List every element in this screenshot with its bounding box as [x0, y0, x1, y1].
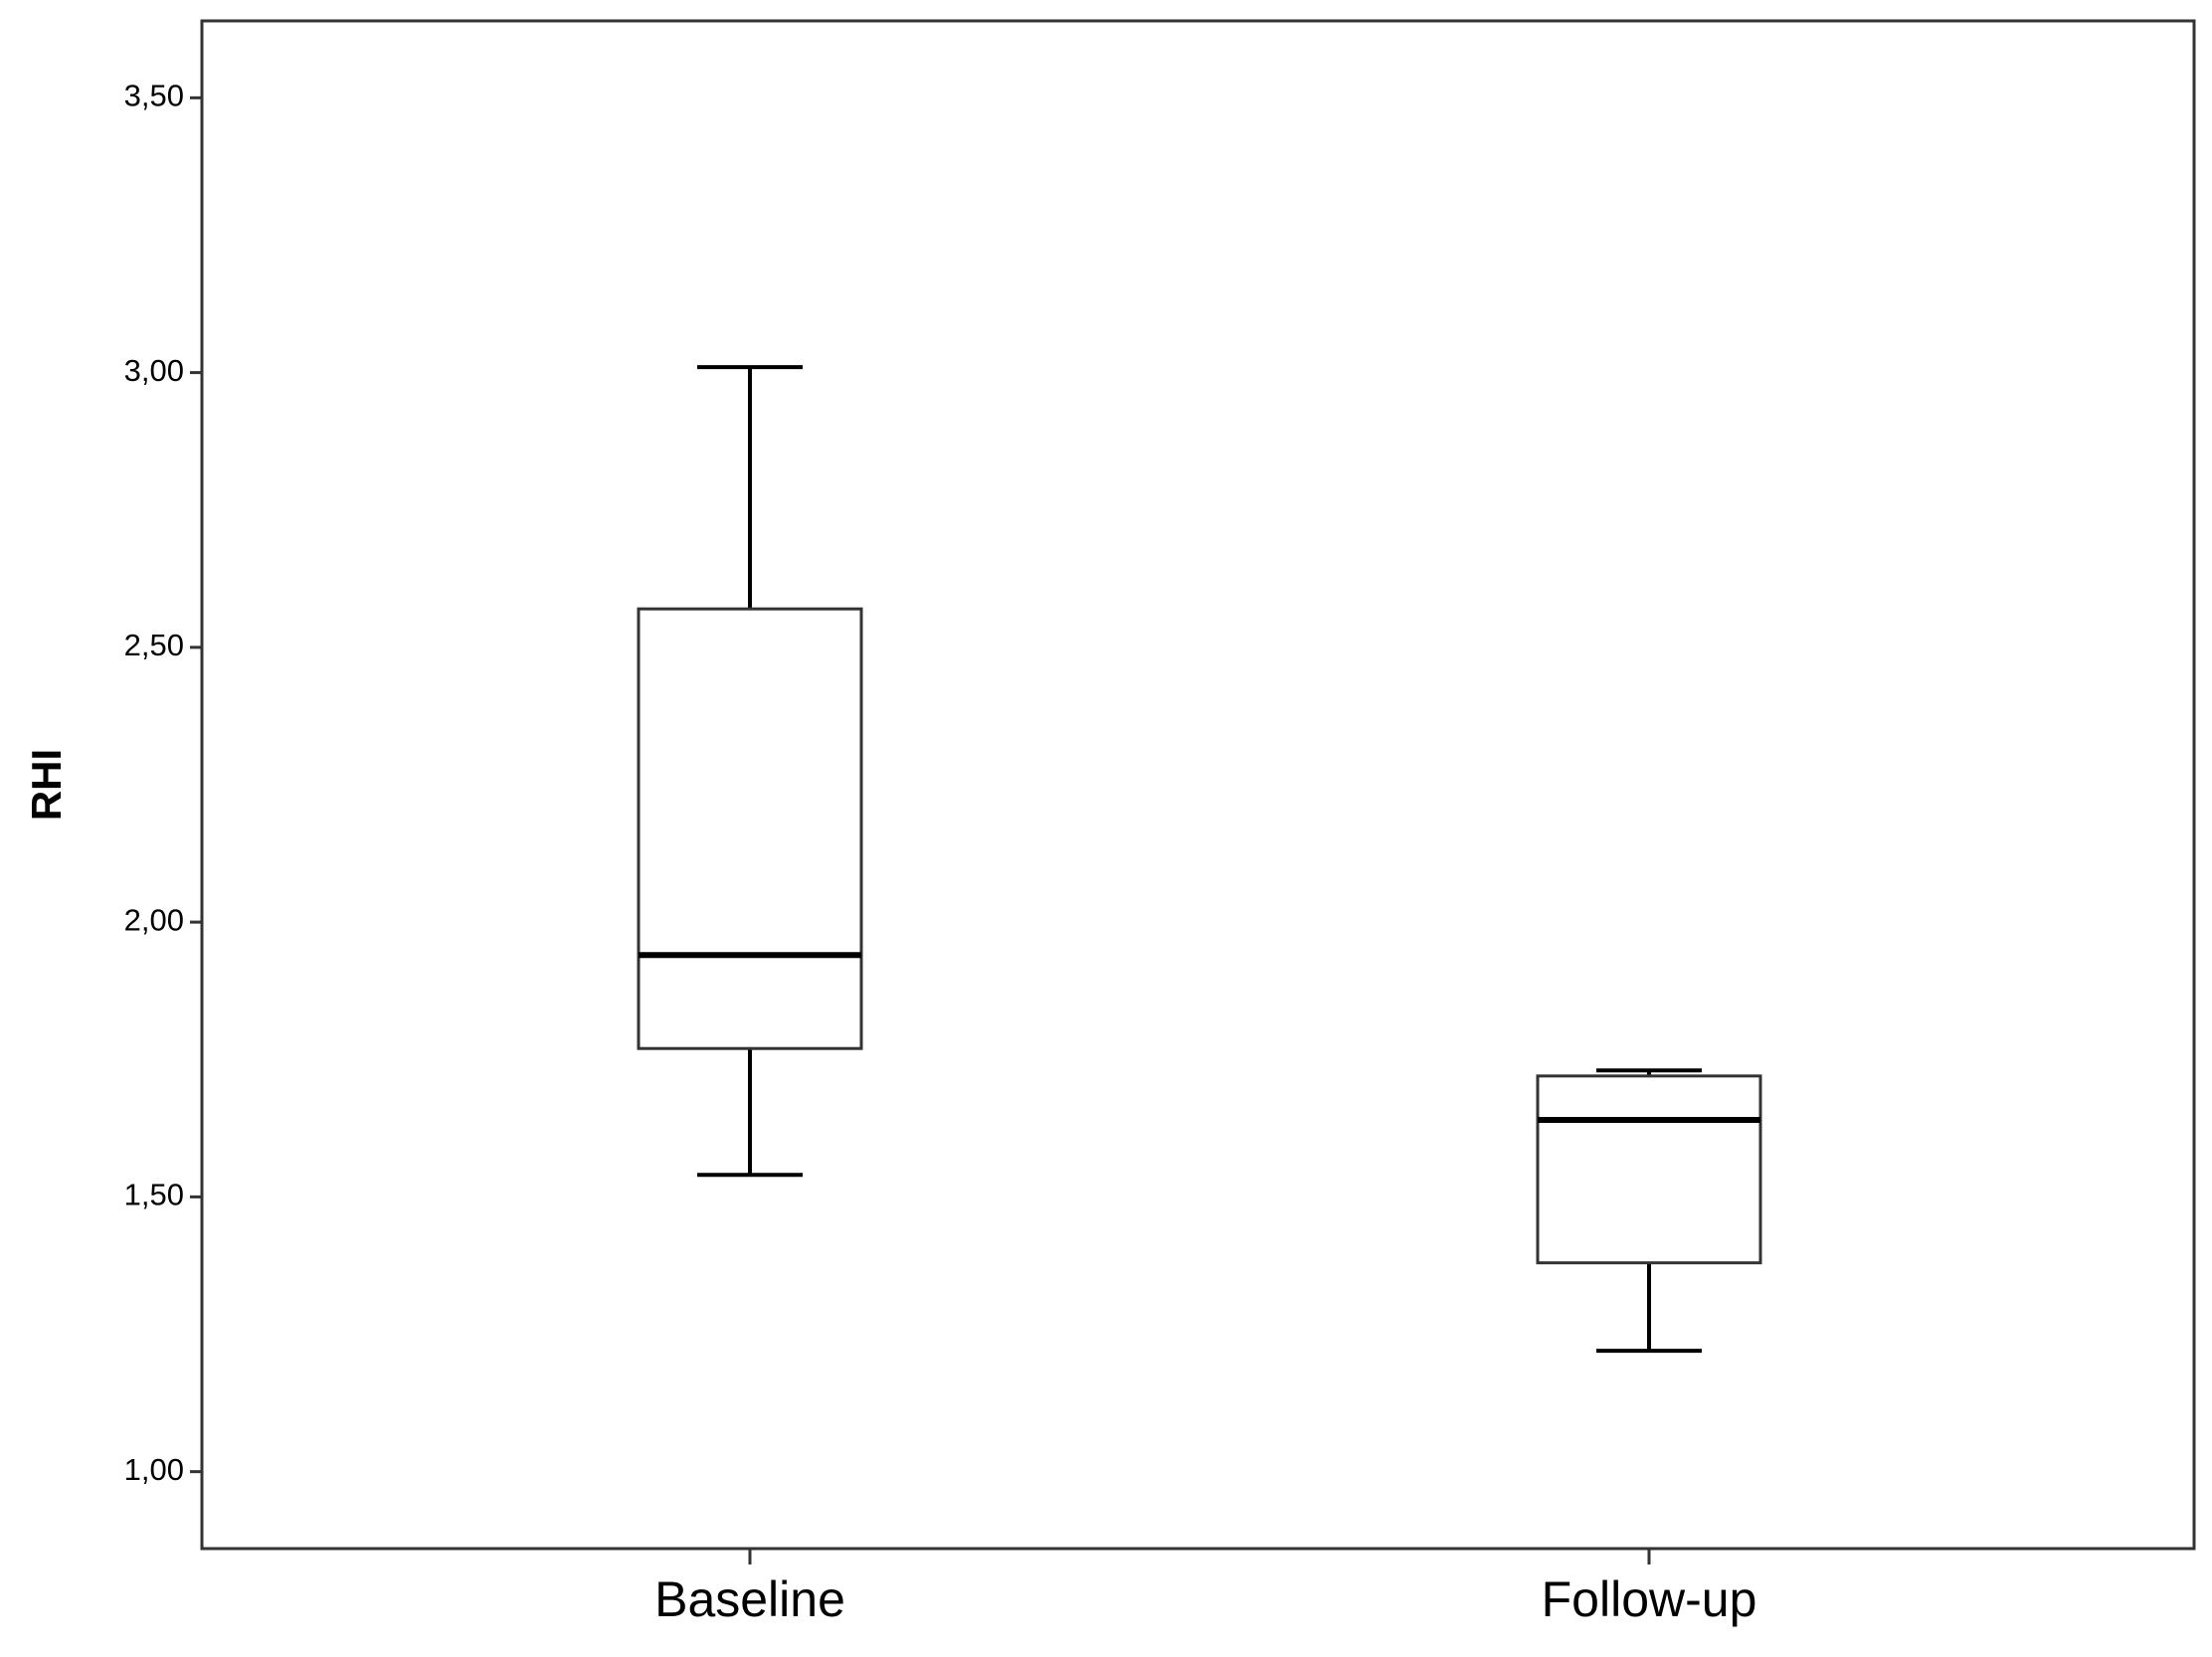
- box: [1536, 1074, 1762, 1265]
- y-tick-label: 2,50: [124, 628, 184, 662]
- y-axis-label: RHI: [23, 749, 70, 821]
- y-tick-label: 3,50: [124, 79, 184, 113]
- plot-frame: [200, 19, 2196, 1551]
- y-tick-label: 1,00: [124, 1452, 184, 1487]
- y-tick-label: 3,00: [124, 353, 184, 388]
- box: [637, 607, 863, 1050]
- y-tick-label: 2,00: [124, 902, 184, 937]
- y-tick-label: 1,50: [124, 1178, 184, 1212]
- x-tick-label: Follow-up: [1542, 1571, 1757, 1627]
- x-tick-label: Baseline: [654, 1571, 845, 1627]
